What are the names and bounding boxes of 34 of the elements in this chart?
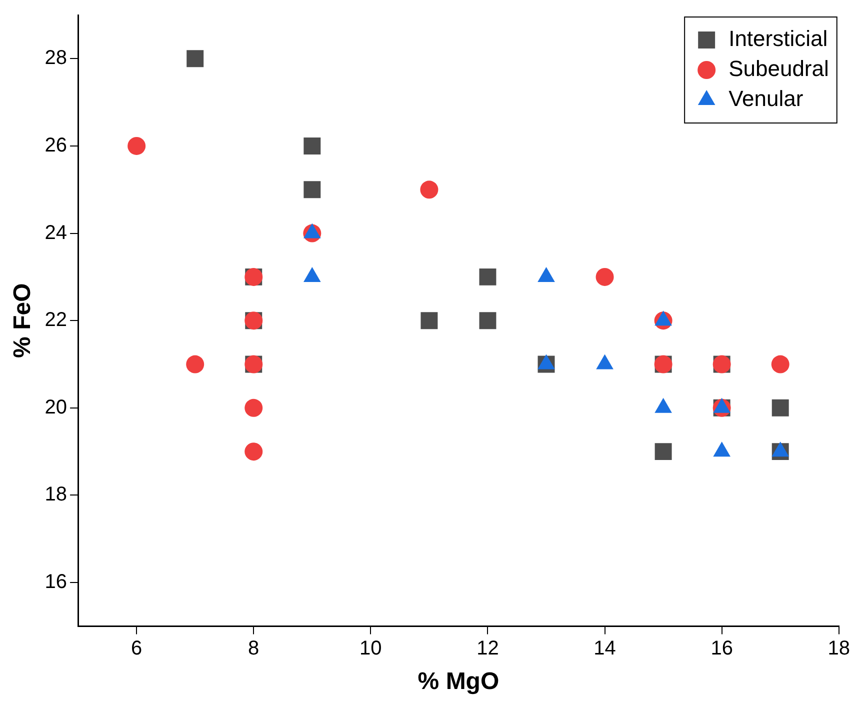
- x-tick-label: 14: [594, 638, 616, 660]
- y-tick-label: 28: [44, 47, 68, 70]
- x-axis-title: % MgO: [418, 668, 500, 696]
- point: [479, 312, 496, 330]
- x-tick-label: 10: [360, 638, 382, 660]
- x-tick-label: 16: [710, 638, 733, 660]
- point: [304, 137, 321, 154]
- y-tick-label: 20: [44, 396, 68, 418]
- point: [304, 181, 321, 198]
- point: [771, 355, 790, 374]
- x-tick-label: 12: [476, 638, 499, 660]
- point: [420, 312, 438, 330]
- point: [244, 398, 263, 417]
- y-tick-label: 16: [44, 571, 68, 594]
- x-tick-label: 18: [828, 638, 850, 660]
- legend-label: Venular: [728, 86, 804, 112]
- point: [244, 442, 263, 461]
- point: [479, 268, 496, 286]
- y-tick-label: 24: [44, 222, 68, 244]
- y-tick-label: 26: [44, 134, 68, 156]
- point: [654, 443, 672, 460]
- point: [772, 399, 789, 416]
- legend-label: Intersticial: [728, 26, 828, 52]
- point: [420, 180, 438, 199]
- point: [186, 50, 204, 68]
- y-axis-title: % FeO: [9, 283, 36, 358]
- legend-label: Subeudral: [728, 56, 829, 82]
- point: [596, 268, 614, 286]
- y-tick-label: 22: [44, 309, 68, 332]
- x-tick-label: 6: [131, 638, 142, 660]
- point: [186, 355, 204, 374]
- point: [128, 136, 146, 155]
- x-tick-label: 8: [248, 638, 260, 660]
- y-tick-label: 18: [44, 484, 68, 506]
